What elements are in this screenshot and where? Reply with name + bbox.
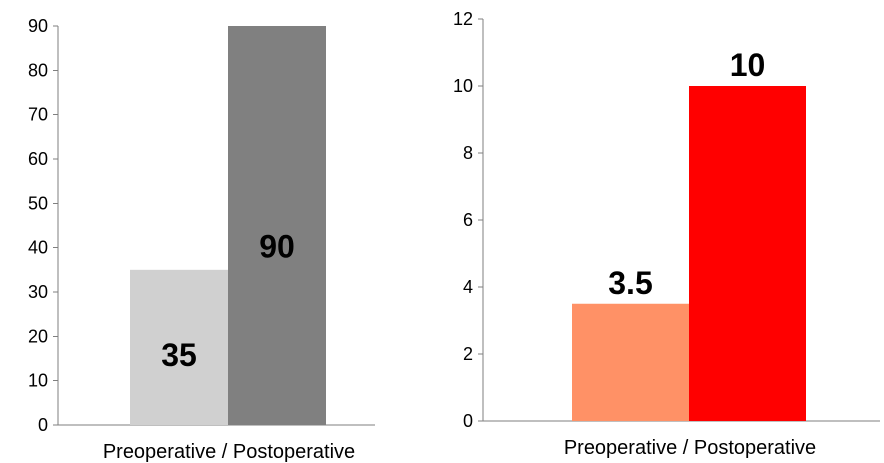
bars-right: 3.5 10 — [572, 47, 806, 421]
y-tick-label: 70 — [28, 105, 48, 125]
y-tick-label: 6 — [463, 210, 473, 230]
chart-preop-postop-right: 0 2 4 6 8 10 12 3.5 10 Preoperative / Postopera… — [453, 9, 880, 459]
data-label: 35 — [161, 337, 197, 373]
bars-left: 35 90 — [130, 26, 326, 425]
y-tick-label: 50 — [28, 193, 48, 213]
y-axis-ticks-left: 0 10 20 30 40 50 60 70 80 90 — [28, 16, 58, 435]
y-tick-label: 0 — [463, 411, 473, 431]
bar-preoperative — [572, 303, 689, 421]
data-label: 3.5 — [608, 265, 652, 301]
y-axis-ticks-right: 0 2 4 6 8 10 12 — [453, 9, 483, 431]
y-tick-label: 80 — [28, 60, 48, 80]
y-tick-label: 8 — [463, 143, 473, 163]
y-tick-label: 10 — [453, 76, 473, 96]
y-tick-label: 0 — [38, 415, 48, 435]
x-axis-label-left: Preoperative / Postoperative — [103, 441, 355, 463]
y-tick-label: 60 — [28, 149, 48, 169]
y-tick-label: 12 — [453, 9, 473, 29]
bar-postoperative — [689, 86, 806, 421]
bar-preoperative — [130, 269, 228, 425]
y-tick-label: 10 — [28, 371, 48, 391]
chart-preop-postop-left: 0 10 20 30 40 50 60 70 80 90 35 90 Preoperative / … — [28, 16, 375, 463]
y-tick-label: 2 — [463, 344, 473, 364]
y-tick-label: 40 — [28, 238, 48, 258]
data-label: 10 — [730, 47, 766, 83]
y-tick-label: 4 — [463, 277, 473, 297]
x-axis-label-right: Preoperative / Postoperative — [564, 437, 816, 459]
y-tick-label: 30 — [28, 282, 48, 302]
data-label: 90 — [259, 228, 295, 264]
bar-postoperative — [228, 26, 326, 425]
y-tick-label: 90 — [28, 16, 48, 36]
y-tick-label: 20 — [28, 326, 48, 346]
